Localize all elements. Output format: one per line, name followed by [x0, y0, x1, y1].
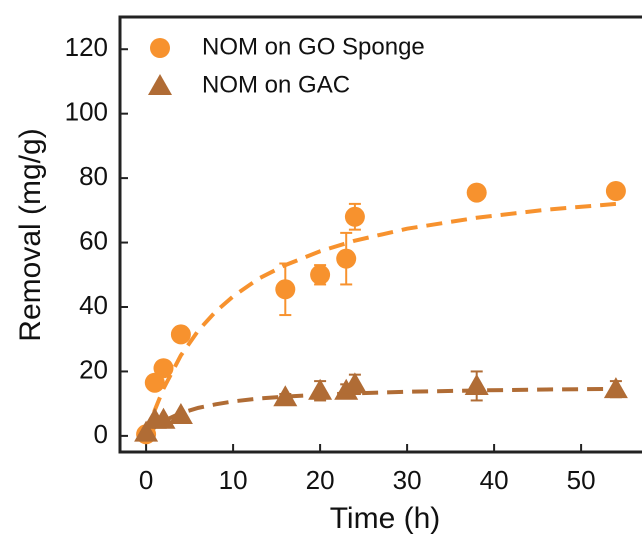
point [466, 182, 487, 203]
y-tick-label: 60 [79, 225, 108, 255]
legend-label: NOM on GAC [202, 71, 350, 98]
fit-line [144, 386, 616, 438]
point [134, 420, 159, 442]
point [603, 377, 628, 399]
y-axis-label: Removal (mg/g) [14, 128, 47, 341]
y-tick-label: 100 [65, 97, 108, 127]
point [336, 248, 357, 269]
legend-marker [148, 74, 172, 95]
point [344, 206, 365, 227]
y-tick-label: 40 [79, 290, 108, 320]
point [342, 372, 367, 394]
y-tick-label: 20 [79, 354, 108, 384]
point [275, 279, 296, 300]
point [144, 372, 165, 393]
y-tick-label: 0 [94, 419, 108, 449]
x-tick-label: 50 [567, 465, 596, 495]
point [273, 385, 298, 407]
point [310, 264, 331, 285]
y-tick-label: 120 [65, 32, 108, 62]
point [605, 181, 626, 201]
x-axis-label: Time (h) [330, 502, 441, 535]
legend-marker [150, 38, 170, 58]
y-tick-label: 80 [79, 161, 108, 191]
legend-label: NOM on GO Sponge [202, 33, 425, 60]
point [308, 378, 333, 400]
x-tick-label: 30 [393, 465, 422, 495]
point [170, 324, 191, 345]
x-tick-label: 10 [219, 465, 248, 495]
plot-frame [118, 15, 642, 454]
point [464, 373, 489, 395]
fit-line [144, 201, 617, 437]
point [168, 402, 193, 424]
x-tick-label: 20 [306, 465, 335, 495]
x-tick-label: 0 [139, 465, 153, 495]
x-tick-label: 40 [480, 465, 509, 495]
point [153, 358, 174, 379]
